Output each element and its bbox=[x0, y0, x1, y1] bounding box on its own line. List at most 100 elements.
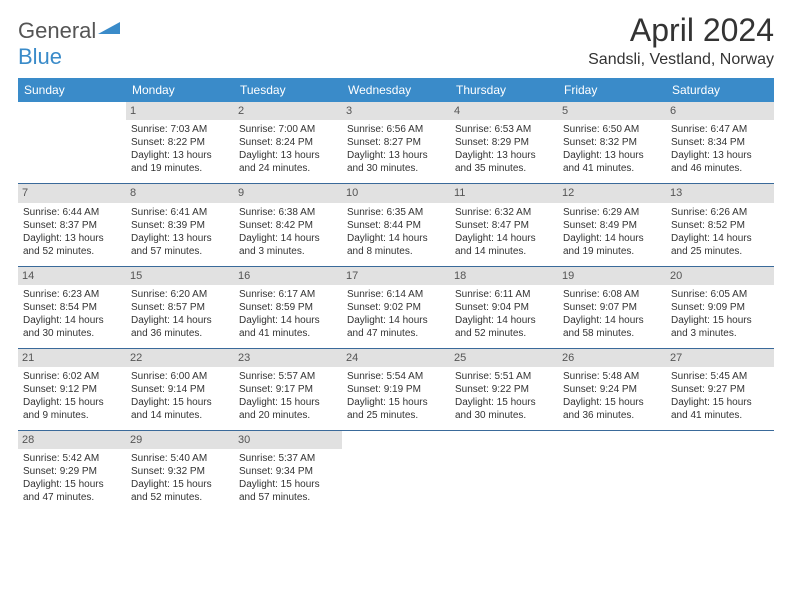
sunrise-text: Sunrise: 6:08 AM bbox=[563, 288, 661, 301]
day-number bbox=[666, 431, 774, 449]
daylight2-text: and 41 minutes. bbox=[563, 162, 661, 175]
sunset-text: Sunset: 8:59 PM bbox=[239, 301, 337, 314]
daylight1-text: Daylight: 14 hours bbox=[671, 232, 769, 245]
sunrise-text: Sunrise: 6:35 AM bbox=[347, 206, 445, 219]
sunrise-text: Sunrise: 6:38 AM bbox=[239, 206, 337, 219]
daylight2-text: and 19 minutes. bbox=[131, 162, 229, 175]
sunrise-text: Sunrise: 6:17 AM bbox=[239, 288, 337, 301]
day-number: 14 bbox=[18, 267, 126, 285]
sunrise-text: Sunrise: 6:20 AM bbox=[131, 288, 229, 301]
daylight2-text: and 47 minutes. bbox=[347, 327, 445, 340]
sunset-text: Sunset: 8:39 PM bbox=[131, 219, 229, 232]
daylight1-text: Daylight: 13 hours bbox=[671, 149, 769, 162]
daylight1-text: Daylight: 13 hours bbox=[23, 232, 121, 245]
calendar-day: 22Sunrise: 6:00 AMSunset: 9:14 PMDayligh… bbox=[126, 348, 234, 430]
calendar-day: 15Sunrise: 6:20 AMSunset: 8:57 PMDayligh… bbox=[126, 266, 234, 348]
day-number: 21 bbox=[18, 349, 126, 367]
sunset-text: Sunset: 8:44 PM bbox=[347, 219, 445, 232]
day-number: 9 bbox=[234, 184, 342, 202]
calendar-day: 18Sunrise: 6:11 AMSunset: 9:04 PMDayligh… bbox=[450, 266, 558, 348]
sunset-text: Sunset: 9:27 PM bbox=[671, 383, 769, 396]
sunrise-text: Sunrise: 6:53 AM bbox=[455, 123, 553, 136]
daylight2-text: and 30 minutes. bbox=[23, 327, 121, 340]
daylight1-text: Daylight: 15 hours bbox=[239, 396, 337, 409]
daylight1-text: Daylight: 14 hours bbox=[239, 314, 337, 327]
day-number: 25 bbox=[450, 349, 558, 367]
sunset-text: Sunset: 9:09 PM bbox=[671, 301, 769, 314]
sunrise-text: Sunrise: 6:26 AM bbox=[671, 206, 769, 219]
daylight2-text: and 36 minutes. bbox=[131, 327, 229, 340]
sunrise-text: Sunrise: 6:00 AM bbox=[131, 370, 229, 383]
sunset-text: Sunset: 8:54 PM bbox=[23, 301, 121, 314]
calendar-day: 24Sunrise: 5:54 AMSunset: 9:19 PMDayligh… bbox=[342, 348, 450, 430]
calendar-day: 5Sunrise: 6:50 AMSunset: 8:32 PMDaylight… bbox=[558, 102, 666, 184]
daylight2-text: and 57 minutes. bbox=[131, 245, 229, 258]
day-number: 26 bbox=[558, 349, 666, 367]
sunrise-text: Sunrise: 6:47 AM bbox=[671, 123, 769, 136]
logo-text: GeneralBlue bbox=[18, 18, 122, 70]
day-number: 13 bbox=[666, 184, 774, 202]
day-number: 23 bbox=[234, 349, 342, 367]
calendar-day: 11Sunrise: 6:32 AMSunset: 8:47 PMDayligh… bbox=[450, 184, 558, 266]
day-number: 3 bbox=[342, 102, 450, 120]
sunset-text: Sunset: 9:12 PM bbox=[23, 383, 121, 396]
calendar-week: 14 Sunrise: 6:23 AMSunset: 8:54 PM Dayligh… bbox=[18, 266, 774, 348]
daylight1-text: Daylight: 15 hours bbox=[131, 396, 229, 409]
daylight2-text: and 58 minutes. bbox=[563, 327, 661, 340]
calendar-day: 23Sunrise: 5:57 AMSunset: 9:17 PMDayligh… bbox=[234, 348, 342, 430]
sunrise-text: Sunrise: 5:37 AM bbox=[239, 452, 337, 465]
calendar-day bbox=[342, 431, 450, 513]
calendar-day: 28Sunrise: 5:42 AMSunset: 9:29 PMDayligh… bbox=[18, 431, 126, 513]
sunrise-text: Sunrise: 6:23 AM bbox=[23, 288, 121, 301]
daylight1-text: Daylight: 15 hours bbox=[671, 396, 769, 409]
daylight2-text: and 19 minutes. bbox=[563, 245, 661, 258]
sunset-text: Sunset: 8:49 PM bbox=[563, 219, 661, 232]
sunset-text: Sunset: 8:34 PM bbox=[671, 136, 769, 149]
daylight2-text: and 52 minutes. bbox=[131, 491, 229, 504]
daylight1-text: Daylight: 15 hours bbox=[563, 396, 661, 409]
sunset-text: Sunset: 9:07 PM bbox=[563, 301, 661, 314]
daylight1-text: Daylight: 15 hours bbox=[23, 396, 121, 409]
daylight2-text: and 36 minutes. bbox=[563, 409, 661, 422]
day-number bbox=[18, 102, 126, 120]
day-number: 6 bbox=[666, 102, 774, 120]
day-header-row: SundayMondayTuesdayWednesdayThursdayFrid… bbox=[18, 78, 774, 102]
calendar-day: 13Sunrise: 6:26 AMSunset: 8:52 PMDayligh… bbox=[666, 184, 774, 266]
day-number: 10 bbox=[342, 184, 450, 202]
sunset-text: Sunset: 9:17 PM bbox=[239, 383, 337, 396]
sunset-text: Sunset: 8:32 PM bbox=[563, 136, 661, 149]
sunset-text: Sunset: 8:24 PM bbox=[239, 136, 337, 149]
day-number: 18 bbox=[450, 267, 558, 285]
title-block: April 2024 Sandsli, Vestland, Norway bbox=[588, 12, 774, 69]
day-number bbox=[450, 431, 558, 449]
day-header: Monday bbox=[126, 78, 234, 102]
day-number: 5 bbox=[558, 102, 666, 120]
calendar-day: 9Sunrise: 6:38 AMSunset: 8:42 PMDaylight… bbox=[234, 184, 342, 266]
sunset-text: Sunset: 8:57 PM bbox=[131, 301, 229, 314]
daylight1-text: Daylight: 15 hours bbox=[455, 396, 553, 409]
sunset-text: Sunset: 9:04 PM bbox=[455, 301, 553, 314]
day-number: 17 bbox=[342, 267, 450, 285]
day-number: 12 bbox=[558, 184, 666, 202]
calendar-day bbox=[450, 431, 558, 513]
day-number: 29 bbox=[126, 431, 234, 449]
daylight2-text: and 25 minutes. bbox=[347, 409, 445, 422]
daylight2-text: and 41 minutes. bbox=[671, 409, 769, 422]
daylight2-text: and 30 minutes. bbox=[455, 409, 553, 422]
calendar-day bbox=[558, 431, 666, 513]
sunset-text: Sunset: 8:27 PM bbox=[347, 136, 445, 149]
day-header: Friday bbox=[558, 78, 666, 102]
daylight1-text: Daylight: 13 hours bbox=[131, 232, 229, 245]
calendar-body: 1Sunrise: 7:03 AMSunset: 8:22 PMDaylight… bbox=[18, 102, 774, 512]
sunset-text: Sunset: 9:02 PM bbox=[347, 301, 445, 314]
sunset-text: Sunset: 9:22 PM bbox=[455, 383, 553, 396]
calendar-day: 26Sunrise: 5:48 AMSunset: 9:24 PMDayligh… bbox=[558, 348, 666, 430]
day-number: 22 bbox=[126, 349, 234, 367]
calendar-week: 28Sunrise: 5:42 AMSunset: 9:29 PMDayligh… bbox=[18, 431, 774, 513]
day-number: 20 bbox=[666, 267, 774, 285]
day-number: 24 bbox=[342, 349, 450, 367]
sunset-text: Sunset: 8:47 PM bbox=[455, 219, 553, 232]
daylight1-text: Daylight: 15 hours bbox=[239, 478, 337, 491]
daylight2-text: and 35 minutes. bbox=[455, 162, 553, 175]
calendar-day: 8Sunrise: 6:41 AMSunset: 8:39 PMDaylight… bbox=[126, 184, 234, 266]
